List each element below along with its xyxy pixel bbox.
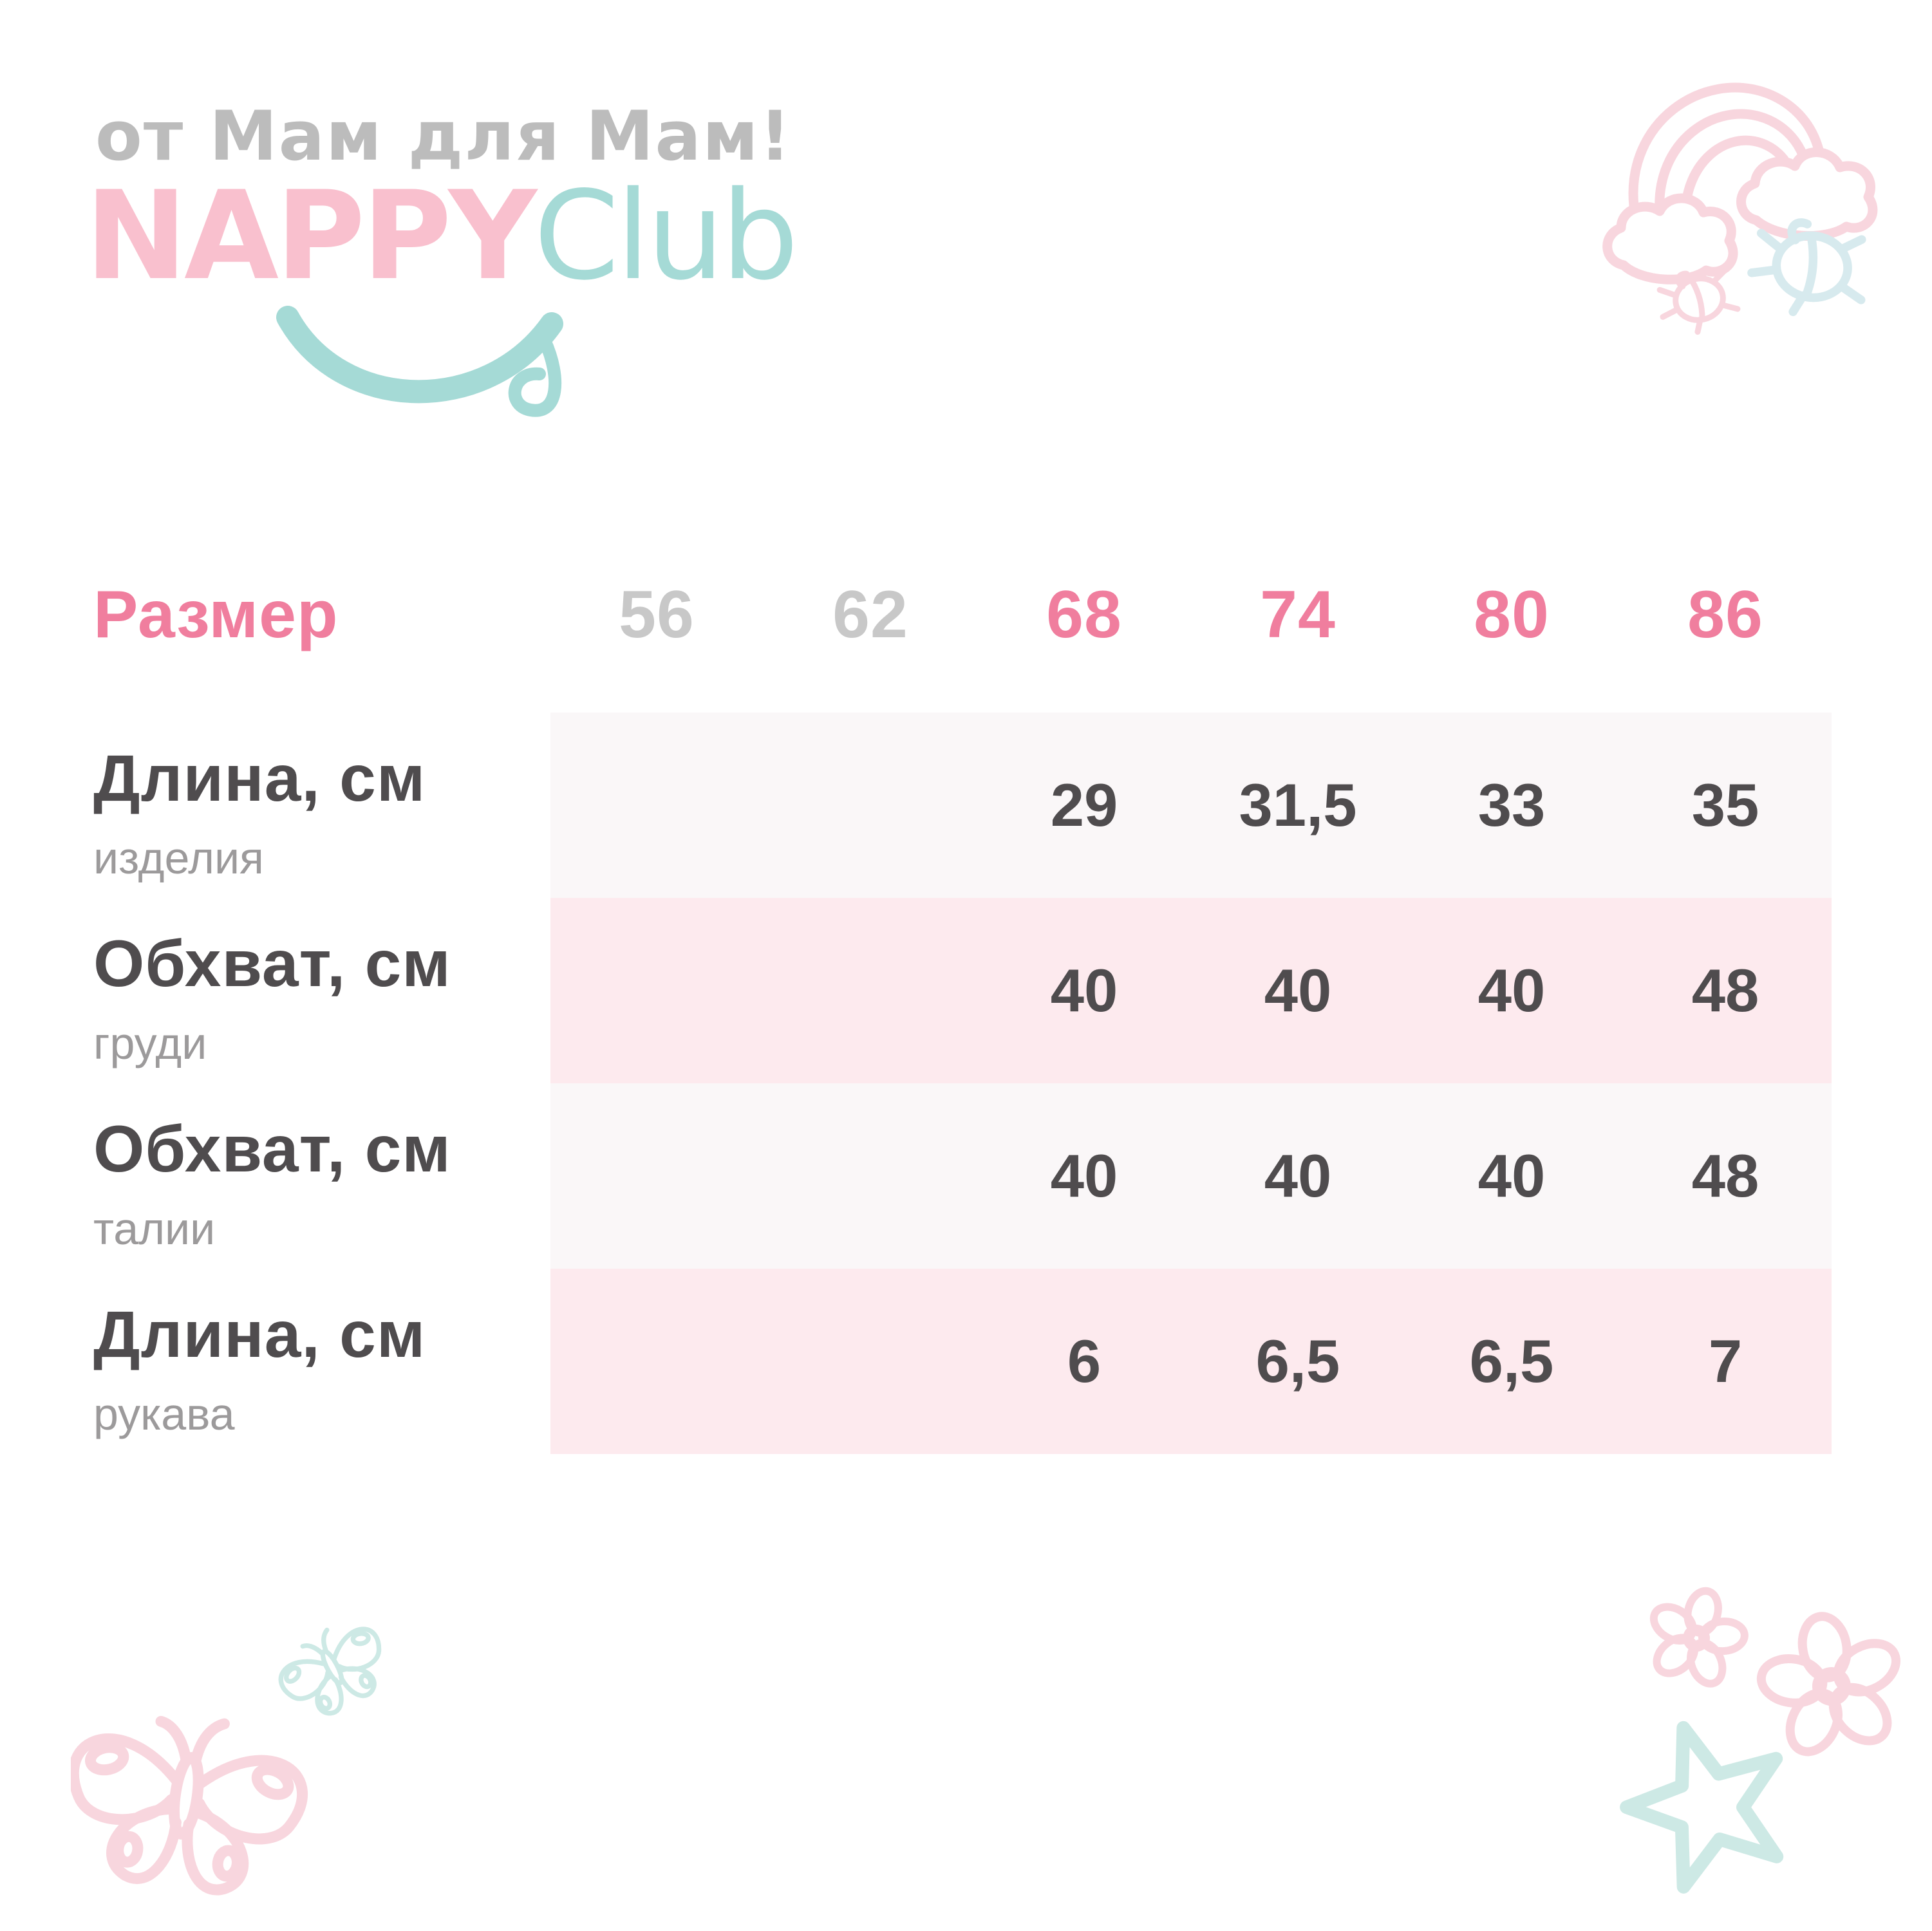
value-cell: 33 xyxy=(1477,771,1546,839)
value-cell: 6,5 xyxy=(1469,1327,1554,1395)
ladybug-pink-icon xyxy=(1656,268,1741,335)
value-cell: 40 xyxy=(1264,956,1332,1024)
brand-logo: NAPPYClub xyxy=(85,175,799,297)
value-cell: 40 xyxy=(1050,1142,1118,1209)
size-column-68: 68 xyxy=(1046,577,1122,652)
row-label: Длина, см рукава xyxy=(93,1298,426,1440)
value-cell xyxy=(764,1083,977,1269)
table-row: Длина, см изделия 29 31,5 33 35 xyxy=(0,713,1932,898)
value-cell xyxy=(764,713,977,898)
value-cell xyxy=(550,713,763,898)
butterflies-doodle xyxy=(71,1627,382,1896)
value-cell: 7 xyxy=(1708,1327,1743,1395)
value-cell: 35 xyxy=(1691,771,1759,839)
row-label-main: Длина, см xyxy=(93,1298,426,1371)
row-band xyxy=(550,898,1832,1083)
size-column-74: 74 xyxy=(1260,577,1336,652)
butterfly-pink-icon xyxy=(71,1715,308,1896)
flower-small-pink-icon xyxy=(1649,1587,1749,1688)
size-column-56: 56 xyxy=(619,577,695,652)
row-label: Длина, см изделия xyxy=(93,742,426,884)
value-cell: 40 xyxy=(1264,1142,1332,1209)
flowers-star-doodle xyxy=(1620,1587,1901,1894)
value-cell xyxy=(550,898,763,1083)
size-column-86: 86 xyxy=(1687,577,1763,652)
row-band xyxy=(550,1083,1832,1269)
size-table-title: Размер xyxy=(93,577,339,652)
row-label: Обхват, см груди xyxy=(93,928,451,1069)
brand-name-primary: NAPPY xyxy=(85,165,537,307)
value-cell: 40 xyxy=(1477,1142,1546,1209)
smile-icon xyxy=(276,306,563,417)
row-label-sub: талии xyxy=(93,1204,216,1255)
cloud-icon xyxy=(1602,147,1878,285)
value-cell: 48 xyxy=(1691,956,1759,1024)
value-cell xyxy=(550,1083,763,1269)
row-label-main: Длина, см xyxy=(93,742,426,815)
value-cell: 6,5 xyxy=(1255,1327,1340,1395)
butterfly-teal-icon xyxy=(278,1627,382,1716)
row-band xyxy=(550,1269,1832,1454)
row-band xyxy=(550,713,1832,898)
row-label-main: Обхват, см xyxy=(93,927,451,1000)
brand-name-secondary: Club xyxy=(534,165,798,307)
flower-large-pink-icon xyxy=(1756,1612,1901,1757)
row-label-sub: рукава xyxy=(93,1389,235,1440)
brand-tagline: от Мам для Мам! xyxy=(95,97,792,176)
row-label-sub: изделия xyxy=(93,833,264,884)
value-cell: 31,5 xyxy=(1239,771,1357,839)
star-teal-icon xyxy=(1620,1721,1784,1894)
row-label: Обхват, см талии xyxy=(93,1113,451,1255)
table-row: Длина, см рукава 6 6,5 6,5 7 xyxy=(0,1269,1932,1454)
table-row: Обхват, см талии 40 40 40 48 xyxy=(0,1083,1932,1269)
value-cell xyxy=(764,1269,977,1454)
size-column-80: 80 xyxy=(1474,577,1550,652)
value-cell: 40 xyxy=(1477,956,1546,1024)
rainbow-clouds-doodle xyxy=(1602,82,1878,335)
value-cell xyxy=(550,1269,763,1454)
size-table-header: Размер 56 62 68 74 80 86 xyxy=(0,566,1932,663)
row-label-sub: груди xyxy=(93,1018,207,1069)
value-cell: 48 xyxy=(1691,1142,1759,1209)
ladybug-blue-icon xyxy=(1747,218,1866,317)
value-cell: 6 xyxy=(1067,1327,1102,1395)
row-label-main: Обхват, см xyxy=(93,1112,451,1186)
value-cell xyxy=(764,898,977,1083)
table-row: Обхват, см груди 40 40 40 48 xyxy=(0,898,1932,1083)
size-column-62: 62 xyxy=(832,577,908,652)
value-cell: 40 xyxy=(1050,956,1118,1024)
value-cell: 29 xyxy=(1050,771,1118,839)
